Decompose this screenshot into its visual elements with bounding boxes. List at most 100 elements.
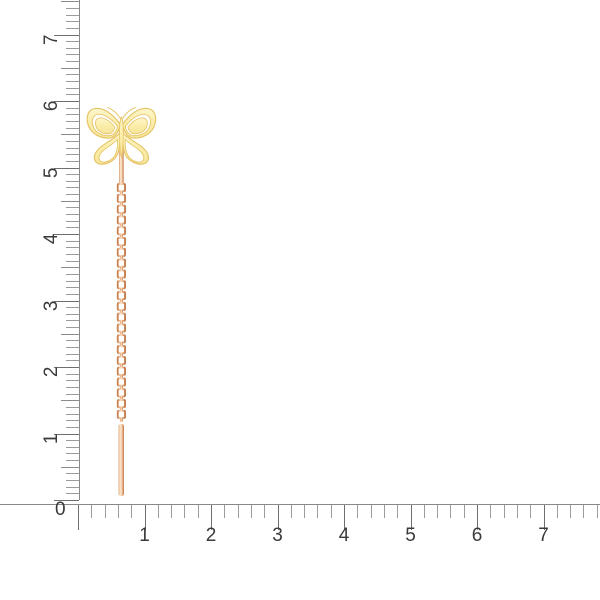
horizontal-major-tick: [543, 505, 545, 530]
chain-box-link: [116, 247, 126, 257]
chain-box-link: [116, 258, 126, 268]
vertical-minor-tick: [66, 87, 79, 89]
chain-connector: [119, 266, 123, 271]
vertical-ruler-label: 3: [41, 300, 63, 311]
chain-connector: [119, 255, 123, 261]
horizontal-ruler-label: 3: [272, 525, 283, 546]
vertical-minor-tick: [66, 486, 79, 488]
vertical-ruler-label: 2: [41, 366, 63, 378]
chain-box-link: [116, 399, 126, 409]
horizontal-minor-tick: [490, 505, 492, 518]
chain-box-link: [116, 301, 126, 311]
vertical-minor-tick: [61, 134, 79, 136]
vertical-major-tick: [54, 367, 79, 368]
chain-box-link: [116, 269, 126, 279]
chain-connector: [119, 374, 123, 379]
vertical-minor-tick: [66, 114, 79, 116]
vertical-minor-tick: [66, 493, 79, 495]
chain-box-link: [116, 334, 126, 344]
chain-box-link: [116, 204, 126, 214]
horizontal-minor-tick: [224, 505, 226, 518]
horizontal-minor-tick: [516, 505, 518, 518]
chain-connector: [119, 395, 123, 401]
chain-connector: [119, 201, 123, 207]
horizontal-minor-tick: [330, 505, 332, 518]
chain-box-link: [116, 388, 126, 398]
horizontal-ruler-label: 4: [338, 525, 350, 546]
horizontal-minor-tick: [264, 505, 266, 518]
horizontal-ruler-label: 5: [405, 525, 416, 546]
chain-connector: [119, 363, 123, 369]
vertical-minor-tick: [61, 67, 79, 69]
vertical-minor-tick: [66, 360, 79, 362]
vertical-minor-tick: [61, 267, 79, 269]
chain-connector: [119, 223, 123, 228]
horizontal-minor-tick: [131, 505, 133, 518]
horizontal-major-tick: [211, 505, 212, 530]
chain-box-link: [116, 226, 126, 236]
horizontal-minor-tick: [596, 505, 598, 518]
vertical-minor-tick: [66, 347, 79, 349]
vertical-minor-tick: [66, 340, 79, 342]
vertical-minor-tick: [66, 260, 79, 262]
vertical-minor-tick: [66, 247, 79, 249]
horizontal-major-tick: [344, 505, 345, 530]
horizontal-minor-tick: [583, 505, 585, 518]
vertical-minor-tick: [66, 406, 79, 408]
horizontal-minor-tick: [370, 505, 372, 518]
horizontal-minor-tick: [237, 505, 239, 518]
chain-box-link: [116, 215, 126, 225]
horizontal-minor-tick: [397, 505, 399, 518]
chain-connector: [119, 352, 123, 358]
vertical-major-tick: [54, 101, 79, 102]
vertical-minor-tick: [66, 373, 79, 375]
vertical-minor-tick: [66, 187, 79, 189]
vertical-minor-tick: [66, 41, 79, 43]
vertical-ruler-label: 5: [41, 167, 63, 178]
vertical-minor-tick: [66, 147, 79, 149]
vertical-major-tick: [54, 300, 79, 302]
vertical-ruler-label: 6: [41, 100, 63, 112]
horizontal-minor-tick: [450, 505, 452, 518]
vertical-major-tick: [54, 433, 79, 435]
chain-connector: [119, 417, 123, 423]
chain-connector: [119, 244, 123, 250]
vertical-minor-tick: [66, 180, 79, 182]
vertical-minor-tick: [66, 47, 79, 49]
threader-bar: [118, 424, 124, 496]
chain-box-link: [116, 355, 126, 365]
chain-connector: [119, 287, 123, 293]
horizontal-ruler-label: 1: [139, 525, 150, 546]
horizontal-minor-tick: [556, 505, 558, 518]
vertical-minor-tick: [66, 453, 79, 455]
ruler-origin-label: 0: [55, 499, 66, 520]
horizontal-minor-tick: [317, 505, 319, 518]
chain-box-link: [116, 345, 126, 355]
horizontal-minor-tick: [357, 505, 359, 518]
butterfly-charm: [86, 106, 157, 165]
vertical-major-tick: [54, 167, 79, 169]
chain-connector: [119, 320, 123, 325]
vertical-minor-tick: [66, 227, 79, 229]
vertical-ruler-label: 7: [41, 34, 63, 45]
horizontal-minor-tick: [91, 505, 93, 518]
horizontal-minor-tick: [104, 505, 106, 518]
vertical-minor-tick: [66, 127, 79, 129]
horizontal-minor-tick: [184, 505, 186, 518]
vertical-minor-tick: [66, 27, 79, 29]
chain-connector: [119, 298, 123, 304]
vertical-minor-tick: [66, 353, 79, 355]
chain-connector: [119, 331, 123, 336]
vertical-minor-tick: [66, 386, 79, 388]
horizontal-major-tick: [277, 505, 279, 530]
vertical-major-tick: [54, 500, 79, 501]
vertical-ruler: 1 2 3 4 5 6 7: [0, 0, 90, 501]
horizontal-ruler-label: 6: [471, 525, 483, 546]
horizontal-major-tick: [477, 505, 478, 530]
vertical-major-tick: [54, 234, 79, 235]
vertical-minor-tick: [66, 21, 79, 23]
vertical-minor-tick: [66, 74, 79, 76]
vertical-minor-tick: [66, 280, 79, 282]
vertical-minor-tick: [66, 327, 79, 329]
vertical-minor-tick: [66, 473, 79, 475]
